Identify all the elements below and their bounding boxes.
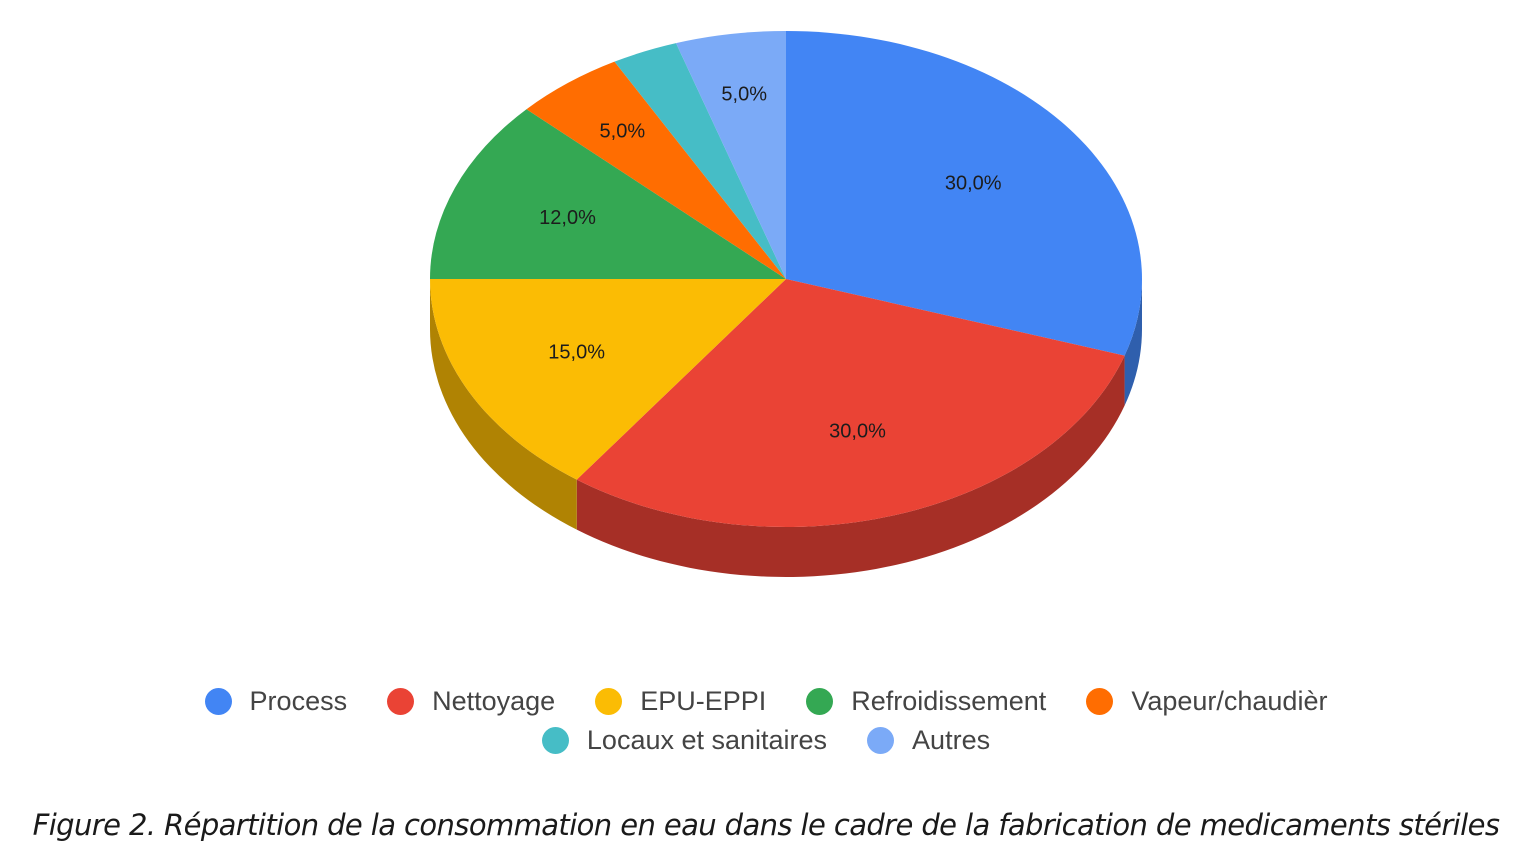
legend-row-1: Process Nettoyage EPU-EPPI Refroidissement V… [0,684,1532,718]
pie-top-layer [430,31,1143,528]
legend-item-vapeur-chaudier: Vapeur/chaudièr [1086,684,1327,718]
pie-slice-nettoyage [576,279,1125,528]
pie-chart: 30,0% 30,0% 15,0% 12,0% 5,0% 5,0% [430,31,1143,578]
value-label-refroidissement: 12,0% [539,207,596,229]
legend-item-nettoyage: Nettoyage [387,684,555,718]
figure-caption: Figure 2. Répartition de la consommation… [32,808,1500,842]
value-label-process: 30,0% [945,173,1002,195]
legend-swatch [541,726,569,754]
value-label-autres: 5,0% [721,84,767,106]
legend-item-refroidissement: Refroidissement [806,684,1046,718]
legend-label: Refroidissement [851,686,1047,716]
legend-label: Nettoyage [432,686,556,716]
legend-swatch [204,687,232,715]
legend-swatch [1086,687,1114,715]
legend-label: Locaux et sanitaires [586,725,828,755]
legend-item-epu-eppi: EPU-EPPI [595,684,766,718]
pie-depth-layer [430,279,1142,578]
pie-slice-vapeur-chaudier [526,61,786,280]
pie-slice-process [786,31,1143,356]
legend-swatch [595,687,623,715]
value-label-vapeur-chaudier: 5,0% [600,120,646,142]
pie-slice-locaux-et-sanitaires [614,43,786,279]
legend-item-autres: Autres [867,723,990,757]
legend-item-process: Process [204,684,348,718]
pie-slice-autres [675,31,786,279]
legend-swatch [867,726,895,754]
legend-item-locaux-et-sanitaires: Locaux et sanitaires [541,723,828,757]
legend-label: EPU-EPPI [640,686,767,716]
pie-slice-epu-eppi [430,279,786,480]
legend-label: Autres [912,725,991,755]
pie-label-layer: 30,0% 30,0% 15,0% 12,0% 5,0% 5,0% [539,84,1002,443]
pie-side-nettoyage [576,355,1125,578]
legend-swatch [387,687,415,715]
value-label-nettoyage: 30,0% [829,421,886,443]
pie-side-epu-eppi [430,279,577,530]
legend-label: Vapeur/chaudièr [1131,686,1328,716]
pie-side-process [1124,279,1142,406]
legend-label: Process [249,686,348,716]
legend-row-2: Locaux et sanitaires Autres [0,723,1532,757]
value-label-epu-eppi: 15,0% [548,342,605,364]
legend-swatch [806,687,834,715]
pie-slice-refroidissement [430,109,786,279]
